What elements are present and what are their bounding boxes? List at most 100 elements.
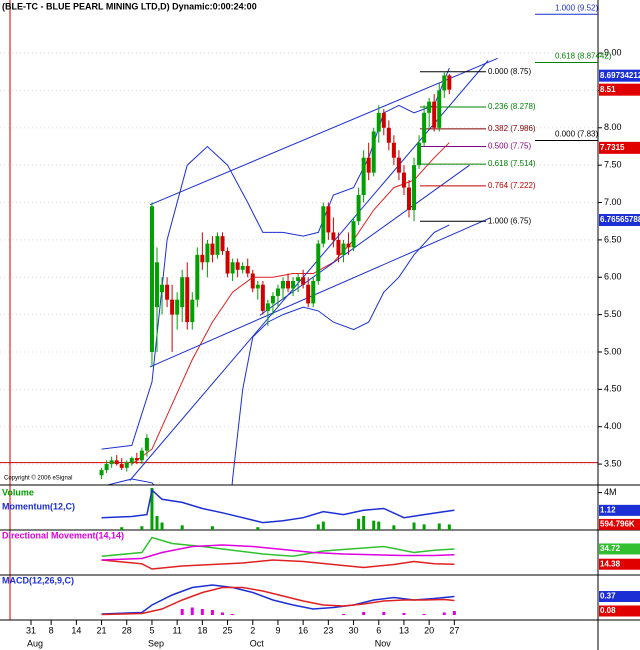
- candle-body: [417, 142, 422, 166]
- candle-body: [366, 157, 371, 173]
- price-tag-label: 7.7315: [600, 143, 625, 152]
- candle-body: [376, 112, 381, 132]
- x-tick-label: 8: [49, 625, 54, 635]
- candle-body: [220, 236, 225, 252]
- trendline: [259, 164, 470, 316]
- trendline: [149, 57, 498, 206]
- value-tag-label: 1.12: [600, 505, 616, 514]
- candle-body: [144, 437, 149, 451]
- price-tag-label: 8.69734212: [600, 71, 640, 80]
- month-label: Oct: [250, 638, 265, 648]
- candle-body: [175, 299, 180, 315]
- candle-body: [99, 470, 104, 476]
- candle-body: [280, 280, 285, 289]
- candle-body: [210, 243, 215, 255]
- fib-label: 0.236 (8.278): [488, 102, 536, 111]
- indicator-bar: [447, 524, 451, 530]
- indicator-bar: [150, 487, 154, 530]
- value-tag: [599, 591, 640, 602]
- panel-label: MACD(12,26,9,C): [2, 575, 74, 585]
- x-tick-label: 30: [349, 625, 359, 635]
- price-tag: [599, 214, 640, 227]
- candle-body: [361, 157, 366, 196]
- indicator-bar: [362, 515, 366, 530]
- value-tag-label: 594.796K: [600, 520, 635, 529]
- candle-body: [321, 206, 326, 244]
- candle-body: [442, 75, 447, 91]
- candle-body: [427, 101, 432, 113]
- candle-body: [245, 266, 250, 274]
- candle-body: [160, 284, 165, 293]
- y-tick-label: 7.50: [604, 160, 622, 170]
- candle-body: [260, 284, 265, 311]
- x-tick-label: 11: [172, 625, 181, 635]
- indicator-line: [101, 536, 455, 558]
- candle-body: [386, 127, 391, 143]
- candle-body: [205, 243, 210, 263]
- y-tick-label: 4.50: [604, 384, 622, 394]
- x-tick-label: 5: [149, 625, 154, 635]
- candle-body: [311, 280, 316, 304]
- candle-body: [240, 266, 245, 270]
- candle-body: [230, 262, 235, 274]
- value-tag: [599, 543, 640, 555]
- candle-body: [437, 90, 442, 128]
- copyright: Copyright © 2006 eSignal: [4, 475, 72, 482]
- indicator-bar: [382, 612, 386, 615]
- indicator-bar: [180, 609, 184, 615]
- candle-body: [190, 299, 195, 323]
- candle-body: [265, 303, 270, 311]
- candle-body: [422, 112, 427, 143]
- fib-label: 0.618 (7.514): [488, 159, 536, 168]
- y-tick-label: 5.00: [604, 346, 622, 356]
- candle-body: [356, 195, 361, 222]
- candle-body: [401, 172, 406, 188]
- candle-body: [165, 284, 170, 300]
- candle-body: [235, 262, 240, 270]
- indicator-bar: [140, 526, 144, 530]
- candle-body: [185, 277, 190, 323]
- candle-body: [119, 464, 124, 468]
- x-tick-label: 23: [323, 625, 333, 635]
- candle-body: [109, 460, 114, 465]
- indicator-bar: [377, 521, 381, 530]
- candle-body: [170, 299, 175, 315]
- trendline: [149, 217, 490, 368]
- indicator-bar: [402, 613, 406, 615]
- overlay-line: [105, 224, 450, 485]
- candle-body: [255, 284, 260, 289]
- panel-label: Volume: [2, 487, 34, 497]
- indicator-bar: [231, 614, 235, 615]
- candle-body: [200, 254, 205, 263]
- indicator-bar: [437, 523, 441, 530]
- price-tag-label: 8.51: [600, 85, 616, 94]
- overlay-line: [101, 67, 450, 450]
- indicator-bar: [200, 609, 204, 615]
- indicator-bar: [155, 515, 159, 530]
- value-tag-label: 14.38: [600, 559, 621, 568]
- candle-body: [139, 450, 144, 461]
- candle-body: [396, 157, 401, 173]
- candle-body: [406, 187, 411, 210]
- candle-body: [341, 243, 346, 255]
- x-tick-label: 14: [71, 625, 81, 635]
- x-tick-label: 2: [250, 625, 255, 635]
- candle-body: [296, 277, 301, 281]
- y-tick-label: 4M: [604, 487, 617, 497]
- y-tick-label: 6.00: [604, 272, 622, 282]
- candle-body: [301, 277, 306, 285]
- candle-body: [180, 277, 185, 308]
- value-tag: [599, 518, 640, 530]
- fib-label: 0.000 (8.75): [488, 67, 531, 76]
- value-tag: [599, 504, 640, 516]
- candle-body: [104, 464, 109, 471]
- candle-body: [412, 165, 417, 210]
- value-tag-label: 34.72: [600, 544, 621, 553]
- y-tick-label: 4.00: [604, 421, 622, 431]
- fib-label: 1.000 (9.52): [555, 3, 598, 12]
- candle-body: [275, 288, 280, 296]
- indicator-line: [101, 544, 455, 561]
- y-tick-label: 3.50: [604, 458, 622, 468]
- x-tick-label: 13: [399, 625, 409, 635]
